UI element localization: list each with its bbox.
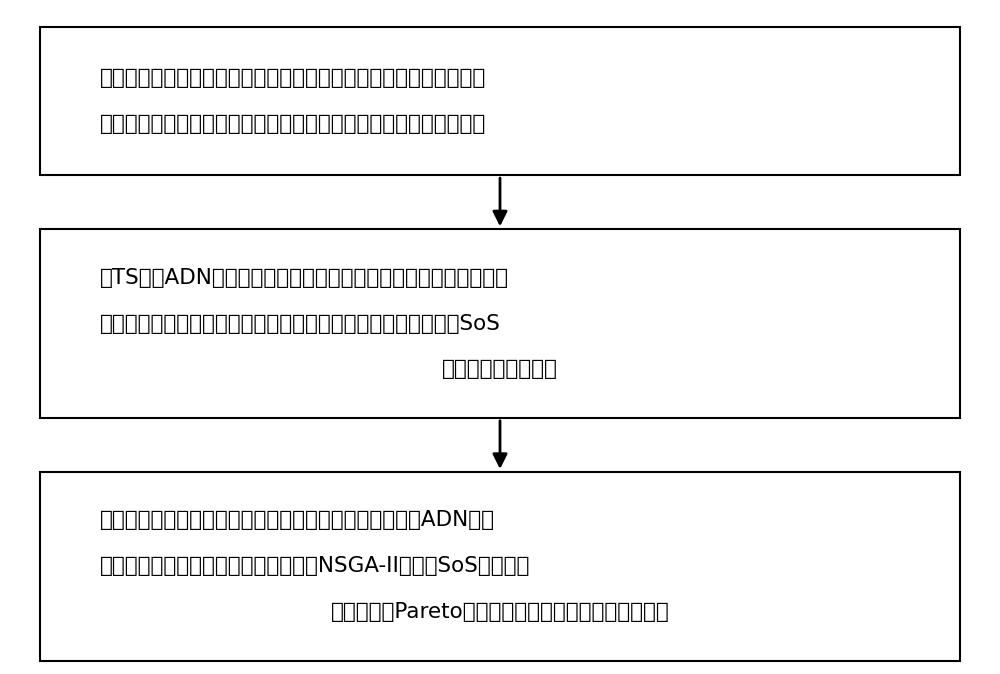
Text: 通过随机模糊模拟获取多能源源荷时空序列预测值，判断ADN的不: 通过随机模糊模拟获取多能源源荷时空序列预测值，判断ADN的不 xyxy=(100,510,495,530)
Text: 安全约束下兼顾经济、低碳、可再生能源消纳、降损等多目标的SoS: 安全约束下兼顾经济、低碳、可再生能源消纳、降损等多目标的SoS xyxy=(100,313,501,334)
Text: 风电出力、分布式电源出力及多能源负荷等的随机模糊时空序列模型: 风电出力、分布式电源出力及多能源负荷等的随机模糊时空序列模型 xyxy=(100,114,486,134)
Text: 算法，获取Pareto解集、最优折衷解及对应能量流结果: 算法，获取Pareto解集、最优折衷解及对应能量流结果 xyxy=(331,602,669,622)
FancyBboxPatch shape xyxy=(40,472,960,661)
Text: 以TS与各ADN在共联节点集合的功率和电压为共享变量，构建静态: 以TS与各ADN在共联节点集合的功率和电压为共享变量，构建静态 xyxy=(100,268,509,288)
FancyBboxPatch shape xyxy=(40,229,960,418)
Text: 获取系统在调度周期内的基本数据，并通过历史数据挖掘获取规模化: 获取系统在调度周期内的基本数据，并通过历史数据挖掘获取规模化 xyxy=(100,68,486,88)
FancyBboxPatch shape xyxy=(40,27,960,175)
Text: 同运行模式，采用基于近似动态规划与NSGA-II的改进SoS分层优化: 同运行模式，采用基于近似动态规划与NSGA-II的改进SoS分层优化 xyxy=(100,556,530,576)
Text: 动态最优能量流模型: 动态最优能量流模型 xyxy=(442,359,558,379)
